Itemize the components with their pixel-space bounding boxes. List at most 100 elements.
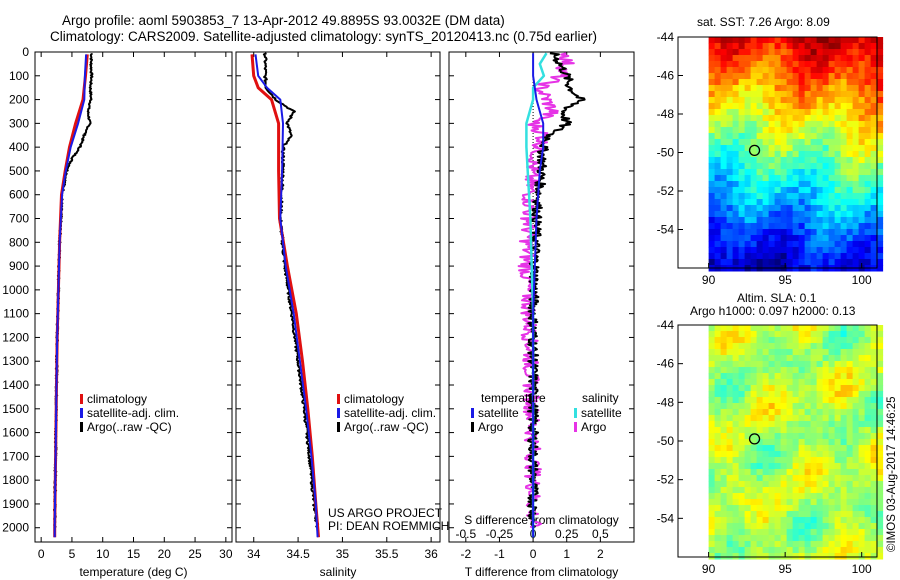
sst-map-cell (840, 247, 848, 254)
sla-map-cell (726, 451, 734, 458)
sla-map-cell (858, 535, 866, 542)
depth-tick-label: 1700 (2, 449, 29, 463)
sst-map-cell (846, 211, 854, 218)
legend-header-salinity: salinity (582, 391, 619, 405)
sla-map-cell (774, 499, 782, 506)
sla-map-cell (732, 445, 740, 452)
sst-map-cell (846, 175, 854, 182)
sla-map-cell (768, 547, 776, 554)
sla-map-cell (708, 499, 716, 506)
sst-map-cell (876, 265, 884, 272)
sst-map-cell (720, 97, 728, 104)
sst-map-cell (876, 73, 884, 80)
sst-map-cell (804, 181, 812, 188)
sst-map-cell (870, 103, 878, 110)
sla-map-cell (876, 367, 884, 374)
sla-map-cell (744, 445, 752, 452)
sla-map-cell (726, 469, 734, 476)
sla-map-cell (804, 409, 812, 416)
sla-map-cell (708, 337, 716, 344)
sla-map-cell (864, 373, 872, 380)
sst-map-cell (852, 169, 860, 176)
sla-map-cell (852, 361, 860, 368)
sla-map-cell (852, 475, 860, 482)
sla-map-cell (846, 367, 854, 374)
sla-map-cell (762, 355, 770, 362)
sst-map-cell (834, 43, 842, 50)
sst-map-cell (780, 145, 788, 152)
sla-map-cell (726, 331, 734, 338)
sst-map-cell (786, 259, 794, 266)
sst-map-cell (870, 151, 878, 158)
sla-map-cell (768, 457, 776, 464)
sla-map-cell (780, 391, 788, 398)
sst-map-cell (750, 235, 758, 242)
sla-map-cell (732, 529, 740, 536)
sst-map-cell (834, 229, 842, 236)
sla-map-cell (744, 355, 752, 362)
sla-map-cell (870, 463, 878, 470)
sst-map-cell (768, 43, 776, 50)
sst-map-cell (816, 145, 824, 152)
sla-map-cell (714, 403, 722, 410)
sst-map-cell (834, 253, 842, 260)
sla-map-cell (870, 487, 878, 494)
sla-map-ytick-label: -44 (657, 318, 675, 332)
sst-map-cell (720, 91, 728, 98)
sst-map-cell (828, 199, 836, 206)
sst-map-cell (804, 241, 812, 248)
sla-map-cell (822, 445, 830, 452)
sla-map-cell (708, 529, 716, 536)
sla-map-cell (816, 547, 824, 554)
sla-map-cell (738, 349, 746, 356)
sst-map-cell (774, 223, 782, 230)
sla-map-cell (864, 331, 872, 338)
sla-map-cell (804, 499, 812, 506)
sla-map-cell (756, 457, 764, 464)
sla-map-cell (738, 469, 746, 476)
sst-map-cell (810, 79, 818, 86)
sal-legend-swatch (337, 408, 340, 418)
sst-map-cell (846, 103, 854, 110)
sst-map-cell (870, 205, 878, 212)
sla-map-cell (852, 343, 860, 350)
sla-map-cell (846, 355, 854, 362)
sst-map-cell (708, 67, 716, 74)
sla-map-cell (804, 361, 812, 368)
sla-map-cell (852, 481, 860, 488)
sst-map-cell (738, 139, 746, 146)
sla-map-cell (828, 409, 836, 416)
sla-map-cell (804, 367, 812, 374)
sla-map-cell (720, 535, 728, 542)
sla-map-cell (822, 391, 830, 398)
sst-map-cell (810, 253, 818, 260)
sst-map-cell (738, 37, 746, 44)
sla-map-cell (762, 529, 770, 536)
sla-map-cell (708, 475, 716, 482)
sst-map-cell (762, 79, 770, 86)
sla-map-cell (762, 517, 770, 524)
sla-map-cell (816, 325, 824, 332)
sst-map-cell (774, 73, 782, 80)
sst-map-cell (840, 211, 848, 218)
sst-map-cell (756, 229, 764, 236)
sla-map-cell (720, 481, 728, 488)
sst-map-cell (744, 253, 752, 260)
sla-map-cell (858, 427, 866, 434)
sla-map-cell (840, 511, 848, 518)
sla-map-cell (858, 385, 866, 392)
sla-map-cell (858, 415, 866, 422)
sst-map-cell (744, 97, 752, 104)
sst-map-cell (846, 73, 854, 80)
sst-map-cell (792, 67, 800, 74)
sla-map-cell (780, 337, 788, 344)
sst-map-cell (846, 223, 854, 230)
sst-map-cell (822, 175, 830, 182)
sst-map-cell (774, 151, 782, 158)
sst-map-cell (792, 61, 800, 68)
sst-map-cell (708, 169, 716, 176)
sst-map-cell (714, 259, 722, 266)
sla-map-cell (774, 349, 782, 356)
sst-map-cell (804, 43, 812, 50)
sla-map-cell (864, 445, 872, 452)
